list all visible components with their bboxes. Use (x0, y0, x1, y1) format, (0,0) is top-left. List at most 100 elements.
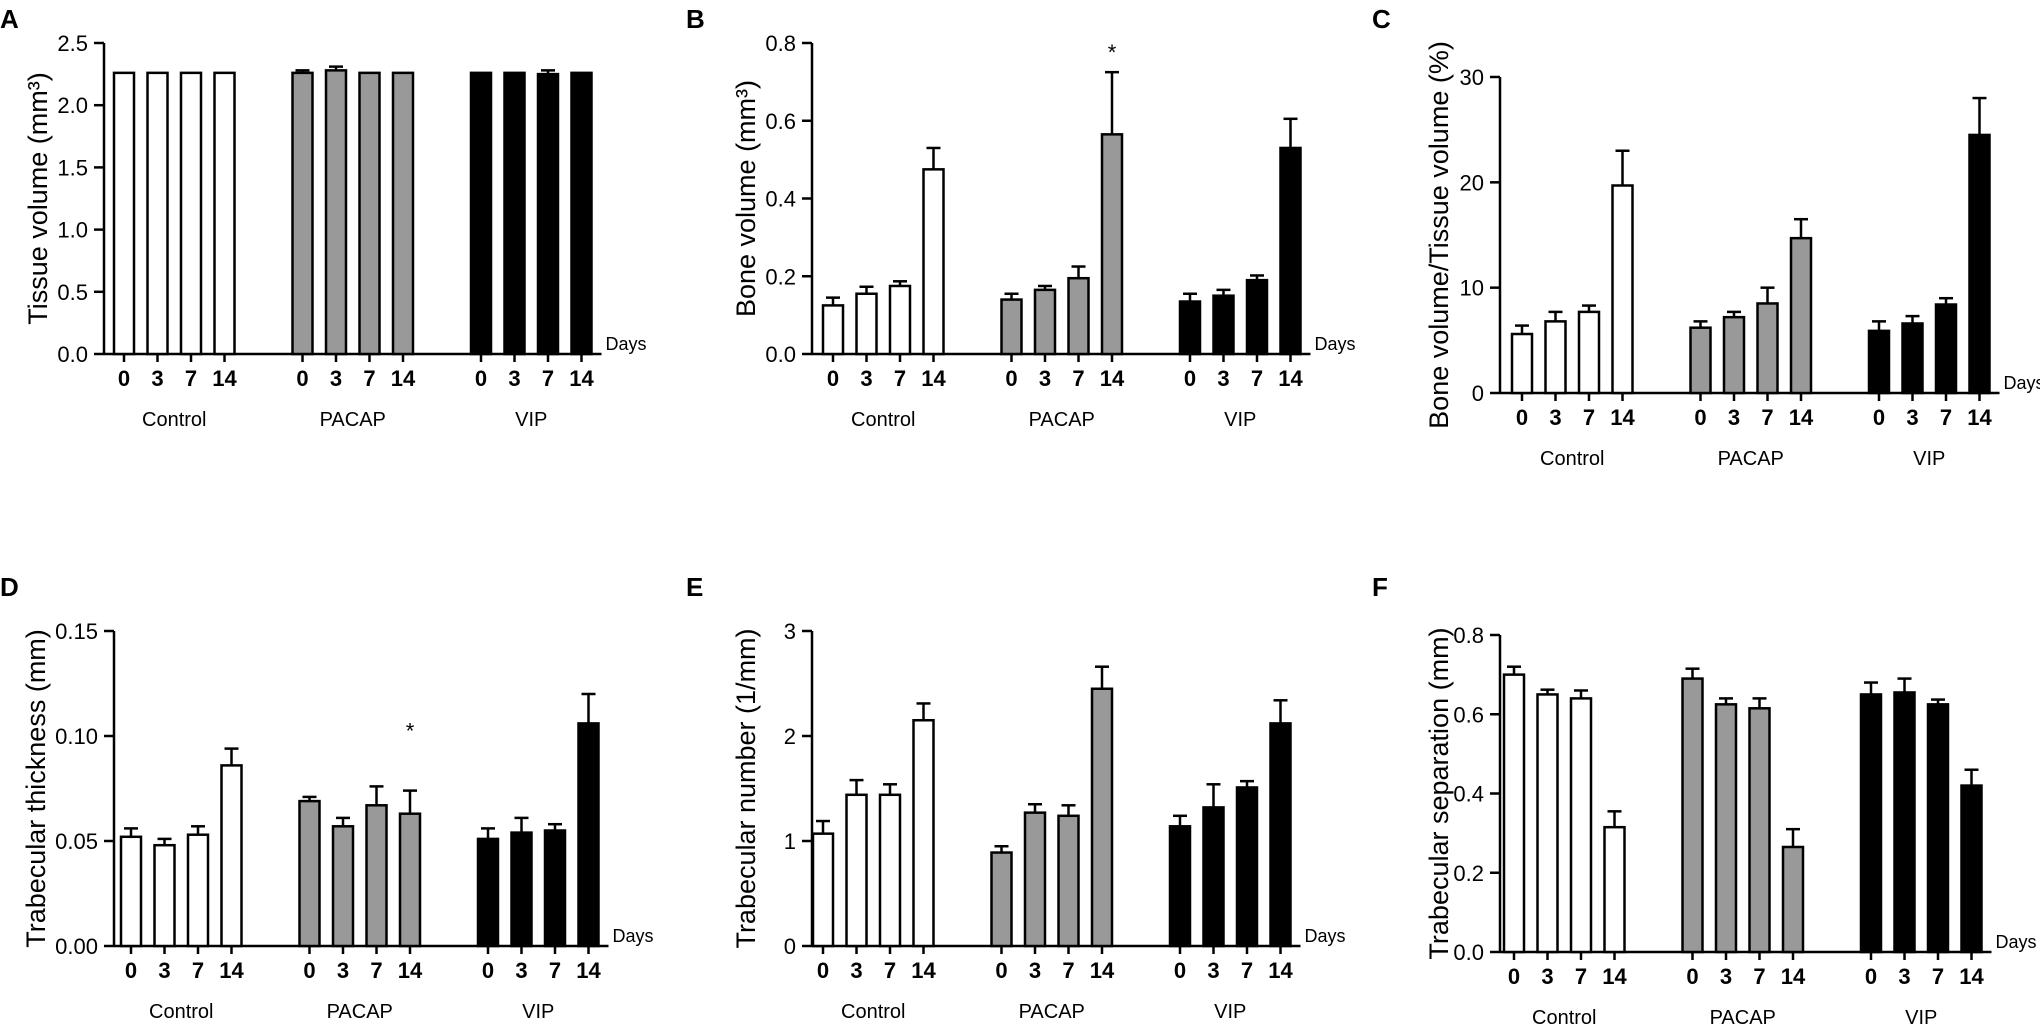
group-label: PACAP (1019, 1001, 1085, 1023)
y-tick-label: 0.0 (765, 342, 796, 367)
bar (1681, 677, 1704, 954)
bar (845, 793, 868, 948)
x-category-label: 3 (1728, 405, 1740, 430)
y-tick-label: 0.8 (765, 31, 796, 56)
x-category-label: 7 (1940, 405, 1952, 430)
x-category-label: 7 (894, 366, 906, 391)
x-category-label: 3 (151, 366, 163, 391)
x-category-label: 14 (1278, 366, 1303, 391)
y-tick-label: 0.10 (55, 724, 98, 749)
bar (213, 71, 236, 356)
x-category-label: 3 (1217, 366, 1229, 391)
y-axis-title: Bone volume (mm³) (731, 80, 761, 317)
bar (922, 168, 945, 356)
bar (1023, 811, 1047, 948)
x-category-label: 7 (1575, 964, 1587, 989)
bar (324, 69, 348, 356)
y-tick-label: 0.15 (55, 619, 98, 644)
x-category-label: 0 (1873, 405, 1885, 430)
y-tick-label: 0.0 (1453, 940, 1484, 965)
x-category-label: 3 (1029, 958, 1041, 983)
x-category-label: 14 (391, 366, 416, 391)
x-category-label: 0 (995, 958, 1007, 983)
x-axis-days-label: Days (1315, 334, 1356, 354)
panel-letter: D (0, 572, 19, 602)
group-label: PACAP (1718, 448, 1784, 470)
y-tick-label: 20 (1460, 170, 1484, 195)
panel-letter: B (686, 4, 705, 34)
x-category-label: 0 (1516, 405, 1528, 430)
x-category-label: 14 (1610, 405, 1635, 430)
x-category-label: 0 (827, 366, 839, 391)
group-label: PACAP (1710, 1007, 1776, 1026)
x-category-label: 0 (1174, 958, 1186, 983)
bar (1090, 687, 1114, 948)
bar (1893, 691, 1916, 954)
bar (112, 71, 136, 356)
bar (119, 835, 143, 948)
bar (1577, 310, 1601, 395)
x-category-label: 0 (1508, 964, 1520, 989)
x-category-label: 7 (192, 958, 204, 983)
x-category-label: 14 (219, 958, 244, 983)
bar (331, 825, 355, 948)
bar (1748, 707, 1771, 954)
bar (391, 71, 415, 356)
x-category-label: 3 (1898, 964, 1910, 989)
x-category-label: 3 (1039, 366, 1051, 391)
bar (358, 71, 381, 356)
bar (186, 833, 210, 948)
bar (536, 72, 560, 356)
bar (543, 829, 567, 948)
x-category-label: 0 (303, 958, 315, 983)
bar (365, 804, 388, 948)
group-label: Control (142, 409, 206, 431)
x-category-label: 7 (542, 366, 554, 391)
x-category-label: 14 (1100, 366, 1125, 391)
group-label: VIP (1913, 448, 1945, 470)
panel-letter: F (1372, 572, 1388, 602)
bar (179, 71, 203, 356)
bar (1859, 693, 1883, 954)
x-category-label: 7 (1251, 366, 1263, 391)
x-category-label: 0 (1686, 964, 1698, 989)
bar (1968, 133, 1991, 395)
x-category-label: 0 (1694, 405, 1706, 430)
bar (855, 292, 878, 356)
x-category-label: 14 (1602, 964, 1627, 989)
x-axis-days-label: Days (1996, 932, 2037, 952)
bar (1100, 133, 1124, 356)
x-category-label: 7 (1761, 405, 1773, 430)
y-tick-label: 0.0 (57, 342, 88, 367)
x-category-label: 3 (850, 958, 862, 983)
x-category-label: 0 (296, 366, 308, 391)
bar (298, 799, 321, 948)
y-tick-label: 2.0 (57, 93, 88, 118)
group-label: VIP (1224, 409, 1256, 431)
x-category-label: 3 (508, 366, 520, 391)
bar (1714, 703, 1738, 954)
x-category-label: 14 (576, 958, 601, 983)
y-tick-label: 0.00 (55, 934, 98, 959)
group-label: Control (1532, 1007, 1596, 1026)
bar (1536, 693, 1559, 954)
bar (1611, 184, 1634, 395)
x-category-label: 3 (1207, 958, 1219, 983)
bar (1689, 326, 1712, 395)
group-label: PACAP (327, 1001, 393, 1023)
panel-letter: A (0, 4, 19, 34)
y-tick-label: 0.05 (55, 829, 98, 854)
x-category-label: 3 (1541, 964, 1553, 989)
bar (146, 71, 169, 356)
bar (1168, 825, 1192, 948)
bar (1057, 814, 1080, 948)
bar (990, 851, 1013, 948)
bar (1269, 722, 1292, 948)
group-label: Control (1540, 448, 1604, 470)
y-tick-label: 0.2 (765, 264, 796, 289)
bar (476, 837, 500, 948)
y-tick-label: 0.8 (1453, 623, 1484, 648)
